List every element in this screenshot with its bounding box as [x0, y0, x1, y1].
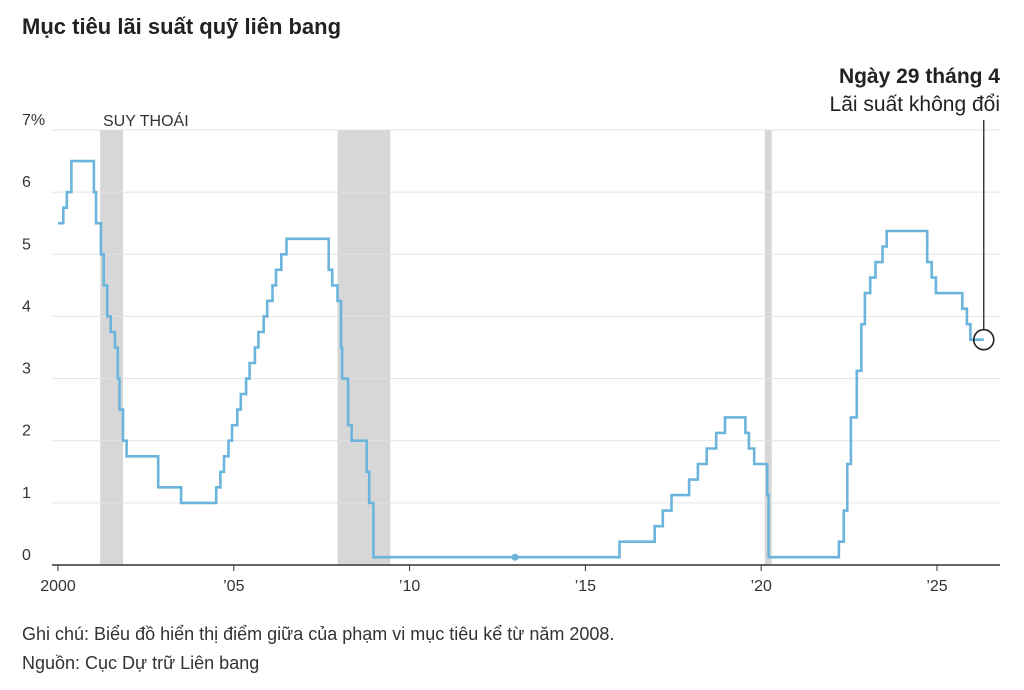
recession-band-1 — [337, 130, 391, 565]
x-tick-label: ’05 — [223, 578, 244, 595]
gridlines — [52, 129, 1000, 504]
y-tick-label: 5 — [22, 236, 31, 253]
x-tick-label: ’10 — [399, 578, 420, 595]
y-tick-label: 7% — [22, 112, 45, 129]
annotation-date: Ngày 29 tháng 4 — [838, 65, 1000, 88]
y-tick-label: 0 — [22, 547, 31, 564]
y-tick-label: 2 — [22, 423, 31, 440]
x-tick-label: 2000 — [40, 578, 76, 595]
x-tick-label: ’25 — [926, 578, 947, 595]
recession-bands — [100, 130, 772, 565]
annotation-text: Lãi suất không đổi — [829, 93, 1000, 116]
chart-source: Nguồn: Cục Dự trữ Liên bang — [22, 653, 260, 673]
rate-chart: 0 1 2 3 4 5 6 7% 2000 ’05 ’10 ’15 ’20 ’25 SUY THOÁI — [22, 111, 1000, 595]
chart-title: Mục tiêu lãi suất quỹ liên bang — [22, 14, 342, 39]
line-markers — [511, 120, 995, 561]
x-axis: 2000 ’05 ’10 ’15 ’20 ’25 — [40, 564, 1000, 595]
x-tick-label: ’15 — [575, 578, 596, 595]
x-tick-label: ’20 — [751, 578, 772, 595]
y-axis-ticks: 0 1 2 3 4 5 6 7% — [22, 112, 45, 564]
y-tick-label: 6 — [22, 174, 31, 191]
chart-note: Ghi chú: Biểu đồ hiển thị điểm giữa của … — [22, 624, 615, 644]
y-tick-label: 4 — [22, 298, 31, 315]
annotation-circle-marker — [972, 328, 995, 351]
rate-line — [58, 159, 984, 559]
recession-band-0 — [100, 130, 124, 565]
highlight-dot — [511, 553, 519, 561]
recession-band-2 — [764, 130, 772, 565]
recession-label: SUY THOÁI — [103, 111, 189, 130]
y-tick-label: 3 — [22, 361, 31, 378]
y-tick-label: 1 — [22, 485, 31, 502]
